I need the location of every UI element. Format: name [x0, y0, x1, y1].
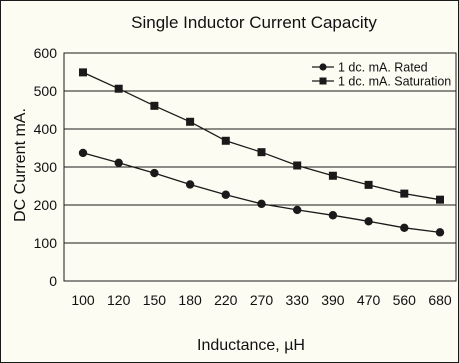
x-tick-labels: 100 120 150 180 220 270 330 390 470 560 680 — [71, 292, 452, 308]
legend-marker — [319, 77, 327, 85]
data-point — [114, 158, 123, 168]
y-tick-label: 500 — [34, 83, 58, 99]
x-tick-label: 680 — [428, 292, 452, 308]
x-tick-label: 180 — [178, 292, 202, 308]
x-tick-label: 330 — [286, 292, 310, 308]
y-tick-label: 200 — [34, 197, 58, 213]
legend-label: 1 dc. mA. Rated — [338, 61, 428, 75]
data-point — [435, 228, 445, 237]
x-tick-label: 220 — [214, 292, 238, 308]
legend-marker — [319, 63, 327, 71]
chart-title: Single Inductor Current Capacity — [131, 13, 377, 32]
x-tick-label: 560 — [393, 292, 417, 308]
data-point — [185, 180, 195, 189]
data-point — [328, 171, 337, 180]
data-point — [364, 217, 373, 226]
gridlines — [63, 52, 457, 282]
x-axis-label: Inductance, µH — [197, 337, 305, 354]
data-point — [150, 168, 159, 178]
data-point — [78, 148, 88, 158]
series-layer — [78, 68, 445, 237]
data-point — [257, 199, 266, 209]
data-point — [221, 190, 230, 199]
x-tick-label: 120 — [107, 292, 131, 308]
data-point — [400, 189, 409, 198]
x-tick-label: 270 — [250, 292, 274, 308]
data-point — [114, 84, 123, 93]
series-line — [82, 152, 441, 234]
data-point — [436, 195, 444, 204]
data-point — [328, 211, 338, 220]
legend-label: 1 dc. mA. Saturation — [338, 75, 451, 89]
data-point — [293, 161, 302, 170]
x-tick-label: 100 — [71, 292, 95, 308]
x-tick-label: 470 — [357, 292, 381, 308]
data-point — [186, 117, 195, 126]
y-tick-label: 600 — [34, 45, 58, 61]
data-point — [79, 68, 87, 77]
y-tick-labels: 0 100 200 300 400 500 600 — [34, 45, 58, 289]
data-point — [400, 223, 409, 232]
series-saturation — [79, 68, 444, 204]
data-point — [293, 205, 302, 215]
series-rated — [78, 148, 445, 237]
y-tick-label: 100 — [34, 235, 58, 251]
x-tick-label: 150 — [143, 292, 167, 308]
y-tick-label: 400 — [34, 121, 58, 137]
data-point — [364, 180, 373, 189]
data-point — [257, 148, 266, 157]
x-tick-label: 390 — [321, 292, 345, 308]
data-point — [150, 101, 159, 110]
y-tick-label: 0 — [49, 273, 57, 289]
y-axis-label: DC Current mA. — [12, 108, 29, 222]
data-point — [221, 136, 230, 145]
y-tick-label: 300 — [34, 159, 58, 175]
